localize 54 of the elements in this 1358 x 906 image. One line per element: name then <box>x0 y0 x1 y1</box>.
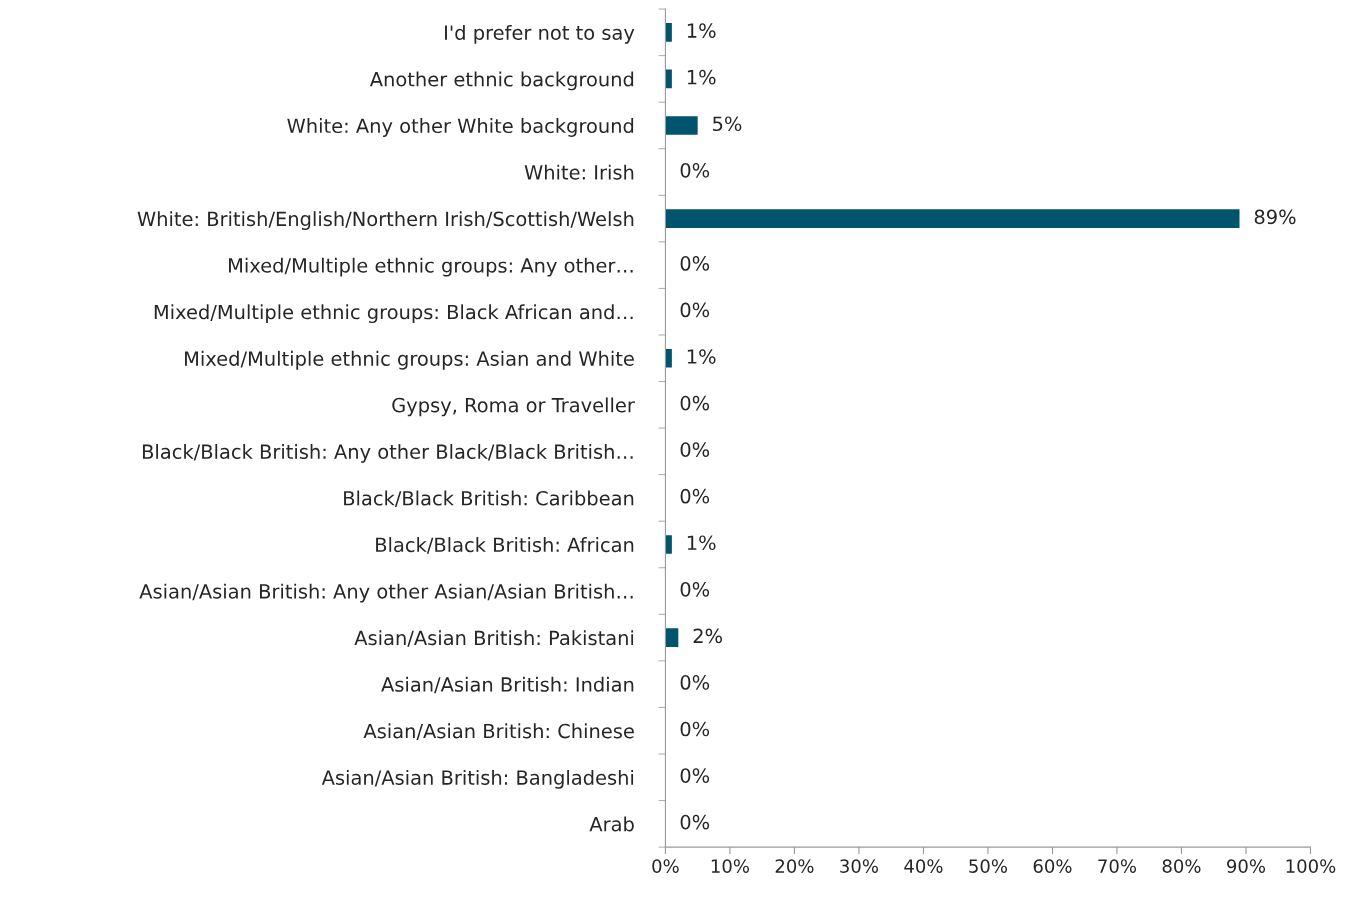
x-tick-label: 0% <box>652 859 679 873</box>
y-tick-label: I'd prefer not to say <box>445 24 635 44</box>
data-label: 1% <box>687 349 716 364</box>
x-tick-label: 20% <box>775 859 814 873</box>
data-label: 0% <box>680 302 710 318</box>
bar <box>665 116 698 135</box>
x-tick-label: 60% <box>1033 859 1072 873</box>
data-label: 0% <box>680 162 710 178</box>
bar <box>665 628 679 647</box>
data-label: 0% <box>680 581 710 597</box>
bar <box>665 348 672 368</box>
y-tick-label: Mixed/Multiple ethnic groups: Black African and… <box>154 304 633 324</box>
data-label: 0% <box>680 442 710 458</box>
y-tick-label: Black/Black British: Any other Black/Black British… <box>142 443 633 463</box>
data-label: 1% <box>687 535 716 551</box>
y-tick-label: Black/Black British: African <box>376 537 634 554</box>
data-label: 2% <box>693 628 722 644</box>
bar <box>665 209 1240 228</box>
data-label: 0% <box>680 721 710 737</box>
data-label: 1% <box>687 69 716 85</box>
y-tick-label: Asian/Asian British: Pakistani <box>354 630 634 647</box>
x-tick-label: 80% <box>1162 859 1201 873</box>
y-tick-label: Asian/Asian British: Indian <box>381 676 634 694</box>
y-tick-label: Asian/Asian British: Bangladeshi <box>321 769 634 789</box>
y-tick-label: Gypsy, Roma or Traveller <box>392 397 635 417</box>
x-tick-label: 90% <box>1227 859 1266 873</box>
y-tick-label: Arab <box>589 816 634 832</box>
data-label: 0% <box>680 814 710 830</box>
bar <box>665 69 672 89</box>
data-label: 0% <box>680 675 710 690</box>
x-tick-label: 70% <box>1098 859 1137 873</box>
bar <box>665 535 672 554</box>
x-tick-label: 40% <box>904 859 943 873</box>
y-tick-label: White: Any other White background <box>287 118 634 137</box>
x-tick-label: 10% <box>711 859 749 873</box>
x-tick-label: 30% <box>840 859 878 873</box>
data-label: 0% <box>680 256 710 271</box>
y-tick-label: Mixed/Multiple ethnic groups: Asian and White <box>185 350 634 370</box>
data-label: 0% <box>680 395 710 411</box>
y-tick-label: White: Irish <box>524 164 634 180</box>
bar <box>665 23 672 42</box>
data-label: 0% <box>680 768 710 783</box>
y-tick-label: Mixed/Multiple ethnic groups: Any other… <box>229 257 633 277</box>
x-tick-label: 100% <box>1286 859 1336 873</box>
y-tick-label: Black/Black British: Caribbean <box>344 490 634 508</box>
data-label: 1% <box>687 23 716 38</box>
y-tick-label: Another ethnic background <box>369 71 634 91</box>
data-label: 89% <box>1254 209 1296 225</box>
data-label: 5% <box>713 116 742 132</box>
y-tick-label: Asian/Asian British: Chinese <box>363 723 634 740</box>
data-label: 0% <box>680 488 710 504</box>
y-tick-label: Asian/Asian British: Any other Asian/Asian British… <box>139 583 633 603</box>
y-tick-label: White: British/English/Northern Irish/Scottish/Welsh <box>137 211 634 230</box>
x-tick-label: 50% <box>969 859 1008 873</box>
